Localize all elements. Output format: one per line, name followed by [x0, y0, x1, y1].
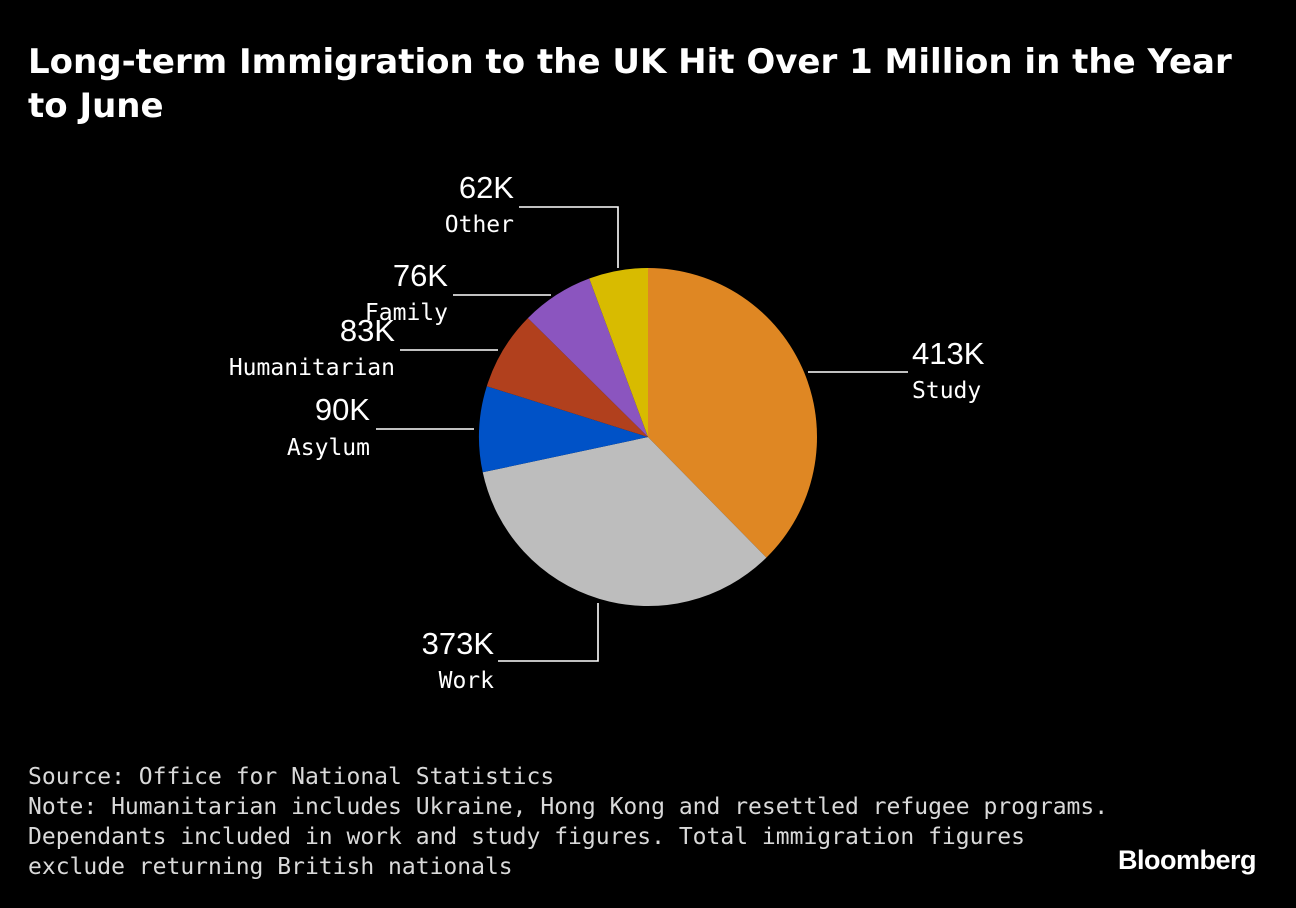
- category-label-humanitarian: Humanitarian: [229, 355, 395, 381]
- value-label-asylum: 90K: [315, 392, 370, 427]
- pie-slice-other: [589, 268, 648, 437]
- category-label-other: Other: [445, 212, 514, 238]
- pie-slice-work: [482, 437, 767, 606]
- value-label-study: 413K: [912, 336, 985, 371]
- leader-line-other: [519, 206, 619, 268]
- chart-title: Long-term Immigration to the UK Hit Over…: [28, 42, 1232, 126]
- category-label-study: Study: [912, 378, 981, 404]
- note-line-1: Note: Humanitarian includes Ukraine, Hon…: [28, 794, 1109, 820]
- pie-labels: 413K Study 373K Work 90K Asylum 83K Humanitaria…: [229, 170, 985, 694]
- source-note: Source: Office for National Statistics: [28, 764, 555, 790]
- category-label-asylum: Asylum: [287, 435, 370, 461]
- category-label-family: Family: [365, 300, 448, 326]
- pie-slice-family: [527, 278, 648, 437]
- value-label-work: 373K: [422, 626, 495, 661]
- value-label-other: 62K: [459, 170, 514, 205]
- pie-slice-asylum: [479, 386, 648, 473]
- pie-slices: [479, 268, 817, 606]
- bloomberg-logo: Bloomberg: [1117, 845, 1257, 875]
- note-line-3: exclude returning British nationals: [28, 854, 513, 880]
- pie-slice-study: [648, 268, 817, 558]
- note-line-2: Dependants included in work and study fi…: [28, 824, 1025, 850]
- category-label-work: Work: [439, 668, 495, 694]
- leader-line-work: [498, 603, 599, 662]
- value-label-humanitarian: 83K: [340, 313, 395, 348]
- chart-footer: Source: Office for National Statistics N…: [28, 762, 1109, 882]
- pie-slice-humanitarian: [486, 318, 648, 437]
- value-label-family: 76K: [393, 258, 448, 293]
